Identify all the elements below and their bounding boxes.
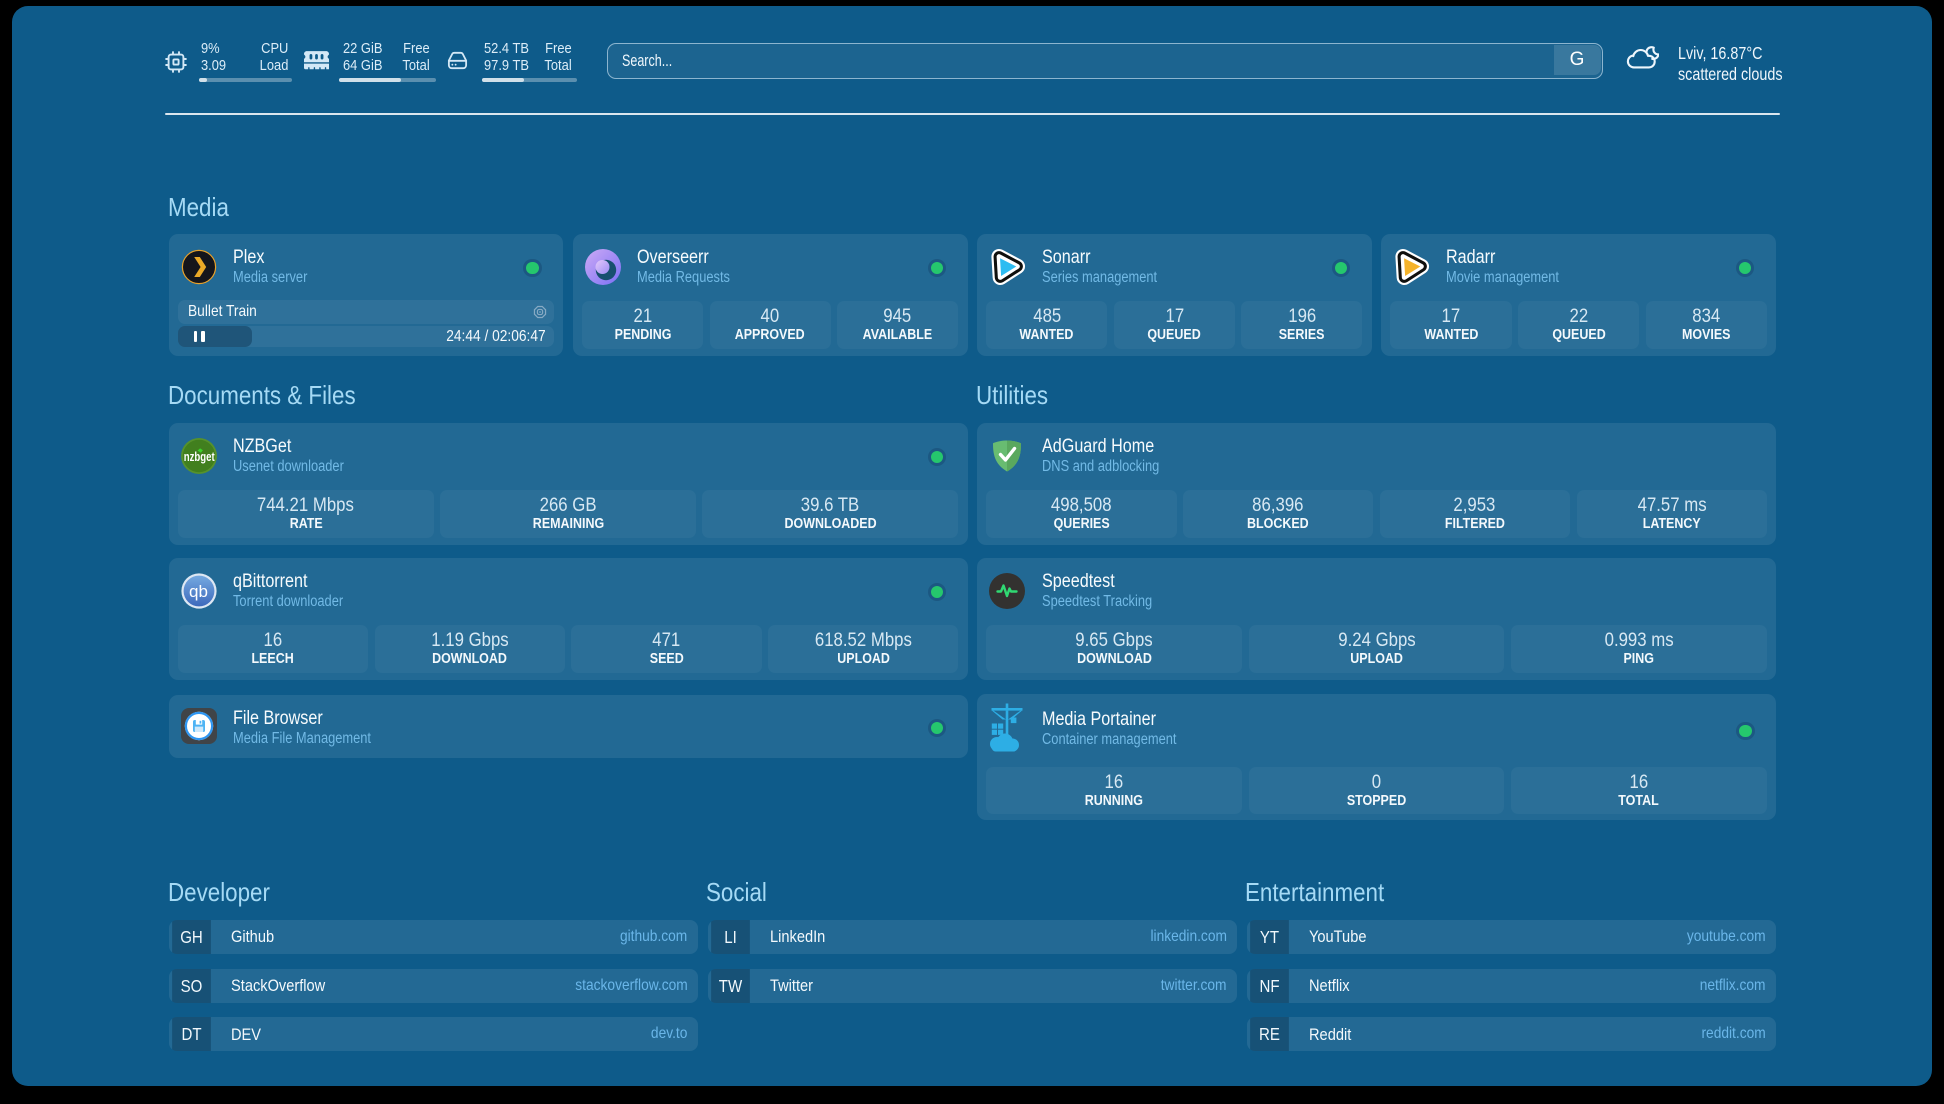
svg-text:qb: qb	[189, 582, 208, 601]
svg-text:nzbget: nzbget	[183, 450, 215, 464]
